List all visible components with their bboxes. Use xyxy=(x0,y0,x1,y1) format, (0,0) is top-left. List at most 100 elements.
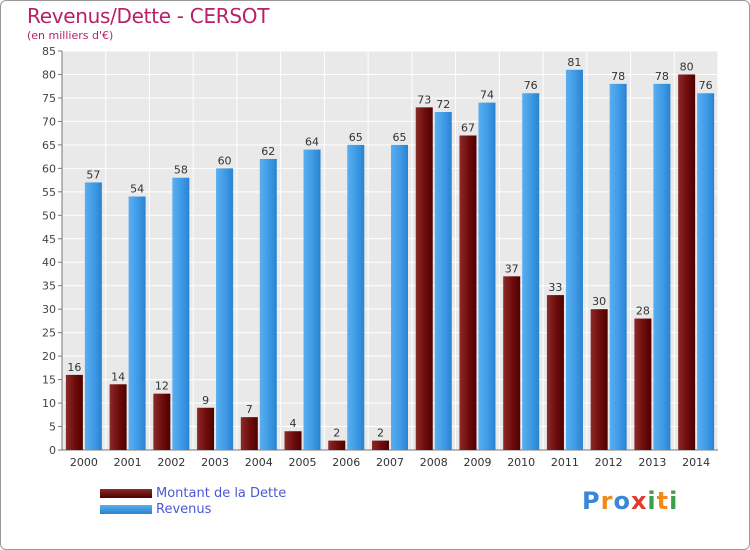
logo-letter: i xyxy=(647,487,657,515)
bar-dette xyxy=(153,393,171,450)
logo-letter: t xyxy=(656,487,670,515)
y-tick-label: 80 xyxy=(42,68,56,81)
y-tick-label: 0 xyxy=(49,444,56,457)
x-tick-label: 2002 xyxy=(157,456,185,469)
bar-dette xyxy=(590,309,608,450)
y-tick-label: 35 xyxy=(42,280,56,293)
data-label-dette: 14 xyxy=(111,370,125,383)
y-tick-label: 40 xyxy=(42,256,56,269)
bar-revenus xyxy=(303,149,321,450)
data-label-dette: 7 xyxy=(246,403,253,416)
data-label-dette: 9 xyxy=(202,394,209,407)
x-tick-label: 2008 xyxy=(420,456,448,469)
y-tick-label: 15 xyxy=(42,374,56,387)
x-tick-label: 2014 xyxy=(682,456,710,469)
x-tick-label: 2012 xyxy=(595,456,623,469)
legend-label-dette: Montant de la Dette xyxy=(156,486,287,501)
logo-letter: o xyxy=(613,487,631,515)
data-label-dette: 2 xyxy=(377,427,384,440)
x-tick-label: 2005 xyxy=(289,456,317,469)
y-tick-label: 50 xyxy=(42,209,56,222)
bar-dette xyxy=(503,276,521,450)
data-label-revenus: 64 xyxy=(305,136,319,149)
data-label-dette: 67 xyxy=(461,121,475,134)
x-tick-label: 2007 xyxy=(376,456,404,469)
bar-revenus xyxy=(697,93,715,450)
bar-revenus xyxy=(653,83,671,450)
bar-dette xyxy=(372,440,389,450)
x-tick-label: 2003 xyxy=(201,456,229,469)
bar-revenus xyxy=(391,144,408,450)
bar-dette xyxy=(284,431,302,450)
chart-subtitle: (en milliers d'€) xyxy=(27,29,114,42)
logo-letter: r xyxy=(600,487,614,515)
data-label-revenus: 72 xyxy=(436,98,450,111)
label-layer: 0 5 10 15 20 25 30 35 40 45 50 55 60 65 70 75 80 85 16 57 20… xyxy=(42,45,713,469)
bar-revenus xyxy=(609,83,627,450)
bar-revenus xyxy=(216,168,234,450)
logo-letter: P xyxy=(582,487,601,515)
data-label-revenus: 81 xyxy=(567,56,581,69)
x-tick-label: 2011 xyxy=(551,456,579,469)
data-label-dette: 33 xyxy=(548,281,562,294)
bar-dette xyxy=(240,417,258,450)
y-tick-label: 45 xyxy=(42,233,56,246)
bar-revenus xyxy=(347,144,365,450)
data-label-revenus: 65 xyxy=(349,131,363,144)
bar-dette xyxy=(546,295,564,450)
data-label-dette: 28 xyxy=(636,305,650,318)
data-label-dette: 80 xyxy=(680,60,694,73)
bar-revenus xyxy=(259,158,277,450)
bar-dette xyxy=(678,74,696,451)
legend-swatch-revenus xyxy=(100,505,152,514)
y-tick-label: 60 xyxy=(42,162,56,175)
data-label-revenus: 78 xyxy=(611,70,625,83)
data-label-dette: 2 xyxy=(333,427,340,440)
x-tick-label: 2009 xyxy=(463,456,491,469)
data-label-dette: 16 xyxy=(67,361,81,374)
y-tick-label: 65 xyxy=(42,139,56,152)
data-label-revenus: 76 xyxy=(699,79,713,92)
y-tick-label: 70 xyxy=(42,115,56,128)
logo-letter: i xyxy=(669,487,679,515)
data-label-dette: 30 xyxy=(592,295,606,308)
data-label-revenus: 57 xyxy=(86,168,100,181)
bar-revenus xyxy=(478,102,496,451)
x-tick-label: 2010 xyxy=(507,456,535,469)
bar-layer xyxy=(65,69,715,451)
bar-revenus xyxy=(172,177,190,450)
data-label-revenus: 74 xyxy=(480,89,494,102)
data-label-revenus: 54 xyxy=(130,183,144,196)
data-label-dette: 12 xyxy=(155,380,169,393)
data-label-dette: 73 xyxy=(417,93,431,106)
grid-layer xyxy=(58,50,719,451)
proxiti-logo: Proxiti xyxy=(582,487,678,515)
legend-swatch-dette xyxy=(100,489,152,498)
bar-chart: 0 5 10 15 20 25 30 35 40 45 50 55 60 65 70 75 80 85 16 57 20… xyxy=(42,45,719,469)
x-tick-label: 2000 xyxy=(70,456,98,469)
y-tick-label: 75 xyxy=(42,92,56,105)
data-label-revenus: 65 xyxy=(393,131,407,144)
chart-title: Revenus/Dette - CERSOT xyxy=(27,4,270,28)
y-tick-label: 30 xyxy=(42,303,56,316)
data-label-revenus: 78 xyxy=(655,70,669,83)
x-tick-label: 2006 xyxy=(332,456,360,469)
y-tick-label: 20 xyxy=(42,350,56,363)
bar-revenus xyxy=(522,93,540,450)
bar-revenus xyxy=(565,69,583,450)
bar-dette xyxy=(634,318,652,450)
bar-dette xyxy=(328,440,346,450)
data-label-revenus: 76 xyxy=(524,79,538,92)
bar-dette xyxy=(415,107,433,451)
bar-dette xyxy=(109,384,127,450)
y-tick-label: 85 xyxy=(42,45,56,58)
bar-revenus xyxy=(434,112,452,450)
y-tick-label: 55 xyxy=(42,186,56,199)
x-tick-label: 2004 xyxy=(245,456,273,469)
data-label-dette: 4 xyxy=(290,417,297,430)
plot-area xyxy=(62,51,718,450)
bar-dette xyxy=(65,374,83,450)
data-label-revenus: 60 xyxy=(218,154,232,167)
bar-dette xyxy=(197,407,215,450)
data-label-revenus: 58 xyxy=(174,164,188,177)
